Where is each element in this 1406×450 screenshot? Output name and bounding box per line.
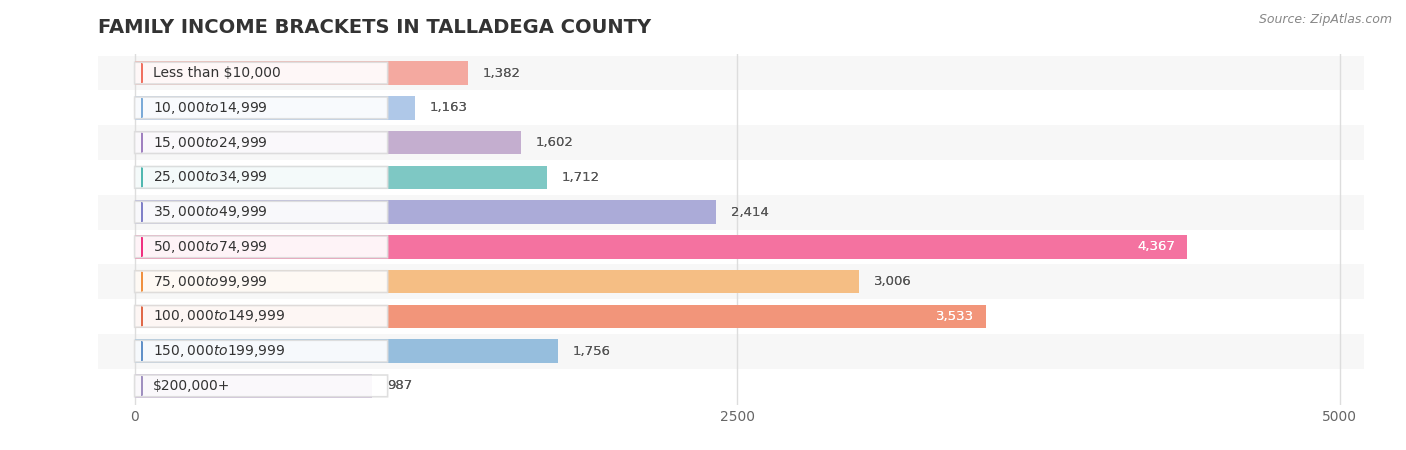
Bar — [98, 230, 1364, 264]
FancyBboxPatch shape — [135, 375, 388, 397]
Bar — [98, 369, 1364, 403]
Text: 3,006: 3,006 — [873, 275, 911, 288]
FancyBboxPatch shape — [135, 166, 388, 188]
Text: $25,000 to $34,999: $25,000 to $34,999 — [153, 169, 267, 185]
Bar — [98, 334, 1364, 369]
Text: 4,367: 4,367 — [1137, 240, 1175, 253]
Text: 1,382: 1,382 — [482, 67, 520, 80]
Text: 3,533: 3,533 — [936, 310, 974, 323]
Text: 2,414: 2,414 — [731, 206, 769, 219]
Bar — [135, 235, 1187, 259]
Bar — [98, 195, 1364, 230]
Bar — [135, 61, 468, 85]
Bar — [135, 131, 520, 154]
Text: 1,712: 1,712 — [561, 171, 600, 184]
Text: $150,000 to $199,999: $150,000 to $199,999 — [153, 343, 285, 359]
FancyBboxPatch shape — [135, 271, 388, 292]
Text: FAMILY INCOME BRACKETS IN TALLADEGA COUNTY: FAMILY INCOME BRACKETS IN TALLADEGA COUN… — [98, 18, 651, 37]
FancyBboxPatch shape — [135, 236, 388, 258]
FancyBboxPatch shape — [135, 201, 388, 223]
Bar — [135, 200, 717, 224]
Text: 987: 987 — [387, 379, 412, 392]
Text: Source: ZipAtlas.com: Source: ZipAtlas.com — [1258, 14, 1392, 27]
Text: 3,006: 3,006 — [873, 275, 911, 288]
Bar — [135, 305, 986, 328]
FancyBboxPatch shape — [135, 340, 388, 362]
Bar — [98, 299, 1364, 334]
Text: 1,712: 1,712 — [561, 171, 600, 184]
Bar — [135, 166, 547, 189]
Text: $10,000 to $14,999: $10,000 to $14,999 — [153, 100, 267, 116]
Bar — [135, 339, 558, 363]
FancyBboxPatch shape — [135, 62, 388, 84]
Text: 1,756: 1,756 — [572, 345, 610, 358]
Text: $75,000 to $99,999: $75,000 to $99,999 — [153, 274, 267, 290]
Text: 1,602: 1,602 — [536, 136, 574, 149]
Text: 1,163: 1,163 — [429, 101, 467, 114]
Bar — [98, 90, 1364, 125]
Text: 987: 987 — [387, 379, 412, 392]
Text: $50,000 to $74,999: $50,000 to $74,999 — [153, 239, 267, 255]
FancyBboxPatch shape — [135, 97, 388, 119]
Bar — [135, 374, 373, 398]
Text: 4,367: 4,367 — [1137, 240, 1175, 253]
Text: 2,414: 2,414 — [731, 206, 769, 219]
Bar — [98, 56, 1364, 90]
FancyBboxPatch shape — [135, 306, 388, 327]
Text: $200,000+: $200,000+ — [153, 379, 231, 393]
Bar — [98, 160, 1364, 195]
Text: 1,382: 1,382 — [482, 67, 520, 80]
Text: 1,602: 1,602 — [536, 136, 574, 149]
FancyBboxPatch shape — [135, 132, 388, 153]
Text: $15,000 to $24,999: $15,000 to $24,999 — [153, 135, 267, 151]
Text: 1,163: 1,163 — [429, 101, 467, 114]
Text: Less than $10,000: Less than $10,000 — [153, 66, 280, 80]
Bar — [98, 125, 1364, 160]
Bar — [98, 264, 1364, 299]
Text: $35,000 to $49,999: $35,000 to $49,999 — [153, 204, 267, 220]
Bar — [135, 96, 415, 120]
Bar — [135, 270, 859, 293]
Text: 1,756: 1,756 — [572, 345, 610, 358]
Text: $100,000 to $149,999: $100,000 to $149,999 — [153, 308, 285, 324]
Text: 3,533: 3,533 — [936, 310, 974, 323]
